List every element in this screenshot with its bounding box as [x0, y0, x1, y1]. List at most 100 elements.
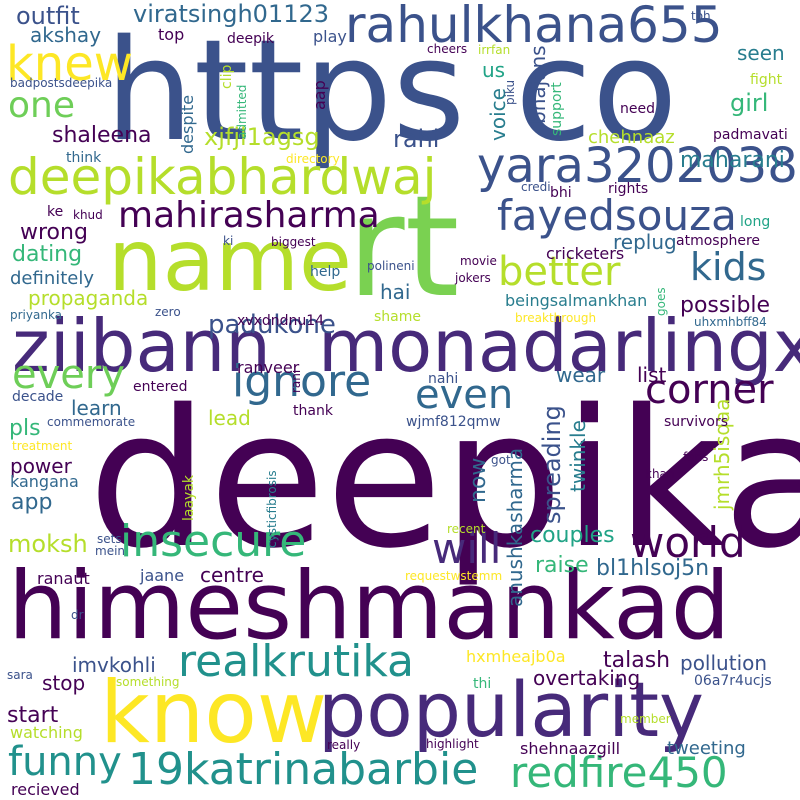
word-really: really	[327, 738, 361, 752]
word-viratsingh01123: viratsingh01123	[133, 0, 330, 28]
word-credi: credi	[521, 180, 551, 194]
word-definitely: definitely	[10, 268, 95, 289]
word-even: even	[415, 372, 514, 418]
word-top: top	[158, 25, 185, 44]
word-centre: centre	[200, 563, 264, 587]
word-funny: funny	[8, 739, 122, 785]
word-polineni: polineni	[367, 259, 415, 273]
word-watching: watching	[10, 723, 83, 742]
word-realkrutika: realkrutika	[178, 636, 414, 687]
word-thi: thi	[473, 676, 492, 692]
word-maharani: maharani	[680, 148, 785, 173]
word-yara32020389: yara32020389	[477, 138, 800, 194]
word-entered: entered	[133, 379, 188, 395]
word-akshay: akshay	[30, 23, 102, 47]
word-06a7r4ucjs: 06a7r4ucjs	[694, 673, 772, 689]
word-aap: aap	[310, 80, 329, 110]
word-outfit: outfit	[16, 2, 80, 30]
word-shehnaazgill: shehnaazgill	[520, 739, 621, 758]
word-fight: fight	[750, 72, 783, 88]
word-khud: khud	[73, 208, 103, 222]
word-biggest: biggest	[271, 235, 316, 249]
word-us: us	[482, 58, 506, 82]
word-play: play	[313, 27, 347, 46]
word-fayedsouza: fayedsouza	[497, 191, 737, 240]
word-recieved: recieved	[11, 780, 80, 799]
word-deepik: deepik	[227, 31, 274, 47]
word-toh: toh	[691, 9, 711, 23]
word-know: know	[100, 663, 328, 763]
word-imvkohli: imvkohli	[72, 653, 156, 677]
word-shame: shame	[374, 309, 421, 325]
word-redfire450: redfire450	[510, 748, 728, 797]
word-ziibann: ziibann	[12, 304, 271, 388]
word-ignore: ignore	[232, 356, 372, 407]
word-ranveer: ranveer	[237, 358, 300, 377]
word-girl: girl	[730, 89, 769, 117]
word-spreading: spreading	[538, 405, 566, 524]
word-hai: hai	[380, 280, 411, 304]
word-chehnaaz: chehnaaz	[588, 127, 675, 148]
word-xjfjl1agsg: xjfjl1agsg	[204, 123, 320, 151]
word-twinkle: twinkle	[566, 420, 590, 492]
word-insecure: insecure	[120, 516, 307, 567]
word-beingsalmankhan: beingsalmankhan	[505, 291, 648, 310]
word-possible: possible	[680, 293, 771, 318]
word-hxmheajb0a: hxmheajb0a	[466, 647, 566, 666]
word-survivors: survivors	[664, 414, 728, 430]
word-sara: sara	[7, 668, 33, 682]
word-name: name	[108, 211, 352, 311]
word-ki: ki	[223, 234, 234, 248]
word-highlight: highlight	[426, 737, 479, 751]
word-list: list	[637, 363, 667, 387]
word-couples: couples	[530, 523, 615, 548]
word-priyanka: priyanka	[10, 308, 63, 322]
word-rahi: rahi	[393, 125, 440, 153]
word-pls: pls	[9, 416, 41, 441]
word-thank: thank	[293, 403, 333, 419]
word-cricketers: cricketers	[546, 244, 625, 263]
word-co: co	[515, 10, 678, 173]
word-now: now	[466, 458, 491, 504]
word-moksh: moksh	[8, 530, 88, 558]
word-goes: goes	[654, 287, 668, 316]
word-replug: replug	[613, 230, 677, 254]
word-anushkasharma: anushkasharma	[503, 448, 527, 608]
word-mein: mein	[95, 544, 126, 558]
word-stop: stop	[42, 671, 86, 695]
word-laayak: laayak	[181, 475, 197, 522]
word-kids: kids	[690, 245, 767, 289]
word-deepika: deepika	[88, 369, 800, 590]
word-treatment: treatment	[12, 439, 73, 453]
word-ranaut: ranaut	[37, 569, 90, 588]
word-requestwstemm: requestwstemm	[405, 569, 503, 583]
word-dating: dating	[12, 242, 83, 267]
word-directory: directory	[286, 152, 340, 166]
word-member: member	[620, 712, 671, 726]
word-monadarlingx: monadarlingx	[318, 304, 800, 388]
word-will: will	[432, 524, 502, 573]
word-padukone: padukone	[208, 310, 336, 340]
word-start: start	[7, 703, 59, 728]
word-rt: rt	[347, 166, 460, 329]
word-sets: sets	[97, 532, 122, 546]
word-rani: rani	[289, 370, 303, 394]
word-think: think	[66, 150, 102, 166]
word-app: app	[11, 490, 53, 515]
word-cysticfibrosis: cysticfibrosis	[265, 470, 279, 548]
word-nahi: nahi	[428, 371, 459, 387]
word-cheers: cheers	[427, 42, 468, 56]
word-admitted: admitted	[235, 85, 249, 140]
word-khan: khan	[645, 467, 675, 481]
word-every: every	[12, 352, 126, 398]
word-padmavati: padmavati	[713, 127, 788, 143]
word-wear: wear	[556, 363, 606, 387]
word-wrong: wrong	[20, 220, 88, 245]
word-uhxmhbff84: uhxmhbff84	[694, 315, 767, 329]
word-lead: lead	[208, 406, 251, 430]
word-despite: despite	[178, 95, 197, 155]
word-support: support	[549, 82, 565, 136]
word-world: world	[630, 518, 746, 567]
word-bl1hlsoj5n: bl1hlsoj5n	[596, 556, 710, 581]
